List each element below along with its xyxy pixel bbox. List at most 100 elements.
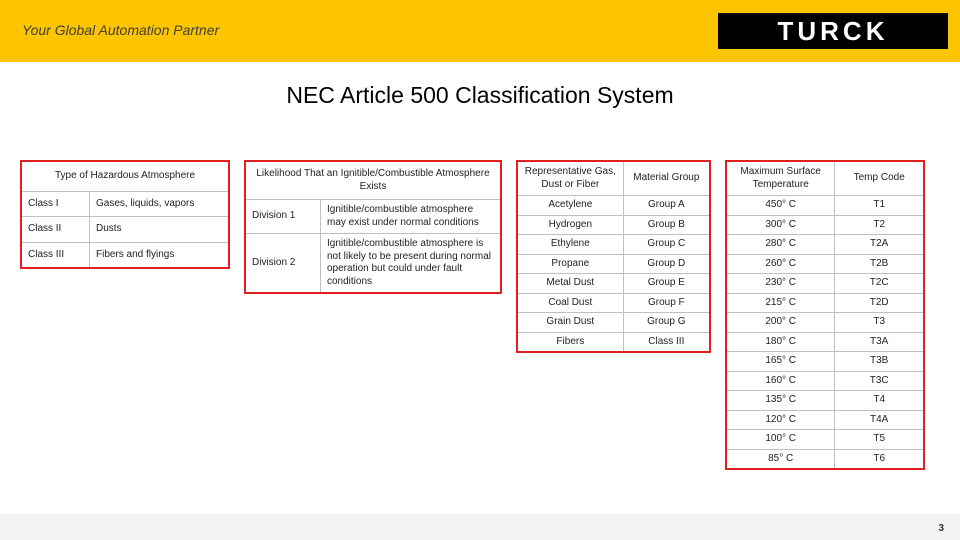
table-row: 280° CT2A	[726, 235, 924, 255]
table-row: Class III Fibers and flyings	[21, 242, 229, 268]
cell: 180° C	[726, 332, 835, 352]
cell: T2	[835, 215, 924, 235]
cell: 450° C	[726, 196, 835, 216]
table-row: Likelihood That an Ignitible/Combustible…	[245, 161, 501, 200]
table-row: 230° CT2C	[726, 274, 924, 294]
cell: 165° C	[726, 352, 835, 372]
table-row: Type of Hazardous Atmosphere	[21, 161, 229, 191]
table-row: 100° CT5	[726, 430, 924, 450]
table-row: EthyleneGroup C	[517, 235, 710, 255]
cell: Propane	[517, 254, 623, 274]
table-row: 450° CT1	[726, 196, 924, 216]
table-likelihood: Likelihood That an Ignitible/Combustible…	[244, 160, 502, 294]
table-row: 215° CT2D	[726, 293, 924, 313]
table-row: Maximum Surface Temperature Temp Code	[726, 161, 924, 196]
cell: Gases, liquids, vapors	[90, 191, 230, 217]
cell: 100° C	[726, 430, 835, 450]
table-row: 85° CT6	[726, 449, 924, 469]
cell: Division 2	[245, 234, 321, 294]
table-row: Representative Gas, Dust or Fiber Materi…	[517, 161, 710, 196]
cell: Class III	[21, 242, 90, 268]
cell: Fibers	[517, 332, 623, 352]
cell: Group E	[623, 274, 710, 294]
cell: Dusts	[90, 217, 230, 243]
cell: Grain Dust	[517, 313, 623, 333]
table-temp-code: Maximum Surface Temperature Temp Code 45…	[725, 160, 925, 470]
table-row: 160° CT3C	[726, 371, 924, 391]
cell: Ethylene	[517, 235, 623, 255]
page-number: 3	[938, 523, 944, 534]
cell: Group G	[623, 313, 710, 333]
cell: Group B	[623, 215, 710, 235]
cell: 280° C	[726, 235, 835, 255]
cell: T3B	[835, 352, 924, 372]
cell: 260° C	[726, 254, 835, 274]
table-row: 300° CT2	[726, 215, 924, 235]
table-row: FibersClass III	[517, 332, 710, 352]
table-row: 120° CT4A	[726, 410, 924, 430]
t4-h1: Temp Code	[835, 161, 924, 196]
t2-header: Likelihood That an Ignitible/Combustible…	[245, 161, 501, 200]
table-row: 260° CT2B	[726, 254, 924, 274]
footer-bar	[0, 514, 960, 540]
cell: T3	[835, 313, 924, 333]
cell: Group F	[623, 293, 710, 313]
cell: Group D	[623, 254, 710, 274]
table-row: Class I Gases, liquids, vapors	[21, 191, 229, 217]
cell: Division 1	[245, 200, 321, 234]
cell: Class I	[21, 191, 90, 217]
cell: T1	[835, 196, 924, 216]
t4-h0: Maximum Surface Temperature	[726, 161, 835, 196]
table-row: 135° CT4	[726, 391, 924, 411]
table-row: PropaneGroup D	[517, 254, 710, 274]
cell: 300° C	[726, 215, 835, 235]
table-row: 180° CT3A	[726, 332, 924, 352]
t3-h0: Representative Gas, Dust or Fiber	[517, 161, 623, 196]
table-row: Metal DustGroup E	[517, 274, 710, 294]
table-row: Division 1 Ignitible/combustible atmosph…	[245, 200, 501, 234]
t1-header: Type of Hazardous Atmosphere	[21, 161, 229, 191]
brand-logo: TURCK	[718, 13, 948, 49]
cell: T2B	[835, 254, 924, 274]
cell: 85° C	[726, 449, 835, 469]
cell: Coal Dust	[517, 293, 623, 313]
cell: T3C	[835, 371, 924, 391]
cell: Acetylene	[517, 196, 623, 216]
cell: T2A	[835, 235, 924, 255]
cell: Class III	[623, 332, 710, 352]
tables-container: Type of Hazardous Atmosphere Class I Gas…	[20, 160, 940, 470]
table-row: AcetyleneGroup A	[517, 196, 710, 216]
cell: Class II	[21, 217, 90, 243]
cell: 120° C	[726, 410, 835, 430]
cell: 200° C	[726, 313, 835, 333]
cell: 230° C	[726, 274, 835, 294]
cell: Group C	[623, 235, 710, 255]
cell: T4	[835, 391, 924, 411]
page-title: NEC Article 500 Classification System	[0, 82, 960, 109]
cell: T6	[835, 449, 924, 469]
t3-h1: Material Group	[623, 161, 710, 196]
tagline-text: Your Global Automation Partner	[22, 22, 219, 38]
cell: T5	[835, 430, 924, 450]
cell: Ignitible/combustible atmosphere is not …	[321, 234, 502, 294]
cell: T2C	[835, 274, 924, 294]
table-material-group: Representative Gas, Dust or Fiber Materi…	[516, 160, 711, 353]
cell: Metal Dust	[517, 274, 623, 294]
table-row: 165° CT3B	[726, 352, 924, 372]
cell: T3A	[835, 332, 924, 352]
cell: T2D	[835, 293, 924, 313]
table-row: 200° CT3	[726, 313, 924, 333]
cell: Fibers and flyings	[90, 242, 230, 268]
cell: Group A	[623, 196, 710, 216]
cell: Hydrogen	[517, 215, 623, 235]
cell: 160° C	[726, 371, 835, 391]
table-row: Class II Dusts	[21, 217, 229, 243]
table-row: Division 2 Ignitible/combustible atmosph…	[245, 234, 501, 294]
cell: 215° C	[726, 293, 835, 313]
table-hazardous-type: Type of Hazardous Atmosphere Class I Gas…	[20, 160, 230, 269]
table-row: Coal DustGroup F	[517, 293, 710, 313]
cell: T4A	[835, 410, 924, 430]
header-bar: Your Global Automation Partner TURCK	[0, 0, 960, 62]
table-row: HydrogenGroup B	[517, 215, 710, 235]
table-row: Grain DustGroup G	[517, 313, 710, 333]
